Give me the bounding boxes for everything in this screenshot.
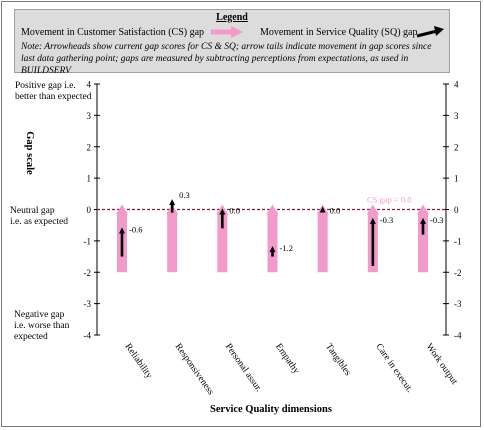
y-tick-label-left: -1 bbox=[84, 236, 92, 246]
sq-value-label: -0.3 bbox=[380, 215, 393, 225]
legend-sq-arrow-icon bbox=[416, 26, 444, 38]
y-tick-label-right: 3 bbox=[454, 111, 459, 121]
cs-arrow-head bbox=[366, 204, 379, 215]
x-tick-label: Care in execut. bbox=[373, 342, 414, 395]
y-tick-label-right: 2 bbox=[454, 142, 459, 152]
sq-value-label: 0.0 bbox=[229, 206, 240, 216]
y-tick-label-left: 4 bbox=[87, 80, 92, 90]
sq-arrow-head bbox=[319, 206, 326, 213]
legend-title: Legend bbox=[216, 12, 248, 23]
sq-arrow-head bbox=[269, 246, 276, 253]
y-axis-title: Gap scale bbox=[24, 131, 35, 175]
neutral-gap-label: Neutral gap i.e. as expected bbox=[10, 206, 68, 227]
y-tick-label-left: 0 bbox=[87, 205, 92, 215]
legend-sq-label: Movement in Service Quality (SQ) gap bbox=[260, 27, 418, 38]
sq-arrow-head bbox=[119, 227, 125, 234]
x-tick-label: Empathy bbox=[273, 342, 301, 376]
x-tick-label: Reliability bbox=[123, 342, 154, 381]
cs-arrow-head bbox=[266, 204, 279, 215]
sq-arrow-head bbox=[219, 208, 226, 215]
sq-value-label: -0.6 bbox=[129, 224, 142, 234]
y-tick-label-left: 3 bbox=[87, 111, 92, 121]
y-tick-label-left: 1 bbox=[87, 174, 92, 184]
sq-value-label: 0.3 bbox=[179, 190, 190, 200]
y-tick-label-right: -1 bbox=[454, 236, 462, 246]
sq-arrow-head bbox=[369, 217, 376, 224]
sq-arrow-head bbox=[169, 199, 176, 206]
positive-gap-label: Positive gap i.e. better than expected bbox=[15, 81, 92, 102]
y-tick-label-right: 1 bbox=[454, 174, 459, 184]
x-tick-label: Tangibles bbox=[323, 342, 352, 378]
x-tick-label: Work output bbox=[424, 342, 460, 387]
cs-arrow-shaft bbox=[418, 211, 428, 273]
cs-arrow-shaft bbox=[317, 211, 328, 273]
sq-value-label: -1.2 bbox=[280, 243, 293, 253]
cs-arrow-shaft bbox=[217, 211, 228, 273]
y-tick-label-right: -4 bbox=[454, 331, 462, 341]
x-tick-label: Personal assur. bbox=[223, 342, 264, 394]
y-tick-label-right: -3 bbox=[454, 299, 462, 309]
cs-arrow-shaft bbox=[167, 211, 178, 273]
legend: Legend Movement in Customer Satisfaction… bbox=[14, 9, 450, 76]
sq-value-label: 0.0 bbox=[330, 206, 341, 216]
cs-arrow-head bbox=[417, 204, 429, 215]
y-tick-label-right: 0 bbox=[454, 205, 459, 215]
x-tick-label: Responsiveness bbox=[173, 342, 216, 397]
cs-arrow-shaft bbox=[267, 211, 278, 273]
y-tick-label-left: -3 bbox=[84, 299, 92, 309]
cs-arrow-head bbox=[116, 204, 128, 215]
y-tick-label-left: -2 bbox=[84, 268, 92, 278]
legend-cs-label: Movement in Customer Satisfaction (CS) g… bbox=[21, 27, 205, 38]
y-tick-label-left: 2 bbox=[87, 142, 92, 152]
y-tick-label-right: -2 bbox=[454, 268, 462, 278]
legend-cs-arrow-icon bbox=[211, 26, 243, 38]
cs-gap-annotation: CS gap = 0.0 bbox=[367, 195, 411, 205]
sq-value-label: -0.3 bbox=[430, 215, 443, 225]
x-axis-title: Service Quality dimensions bbox=[210, 404, 332, 415]
y-tick-label-right: 4 bbox=[454, 80, 459, 90]
y-tick-label-left: -4 bbox=[84, 331, 92, 341]
sq-arrow-head bbox=[420, 217, 426, 224]
legend-note: Note: Arrowheads show current gap scores… bbox=[21, 42, 432, 76]
negative-gap-label: Negative gap i.e. worse than expected bbox=[14, 310, 70, 342]
